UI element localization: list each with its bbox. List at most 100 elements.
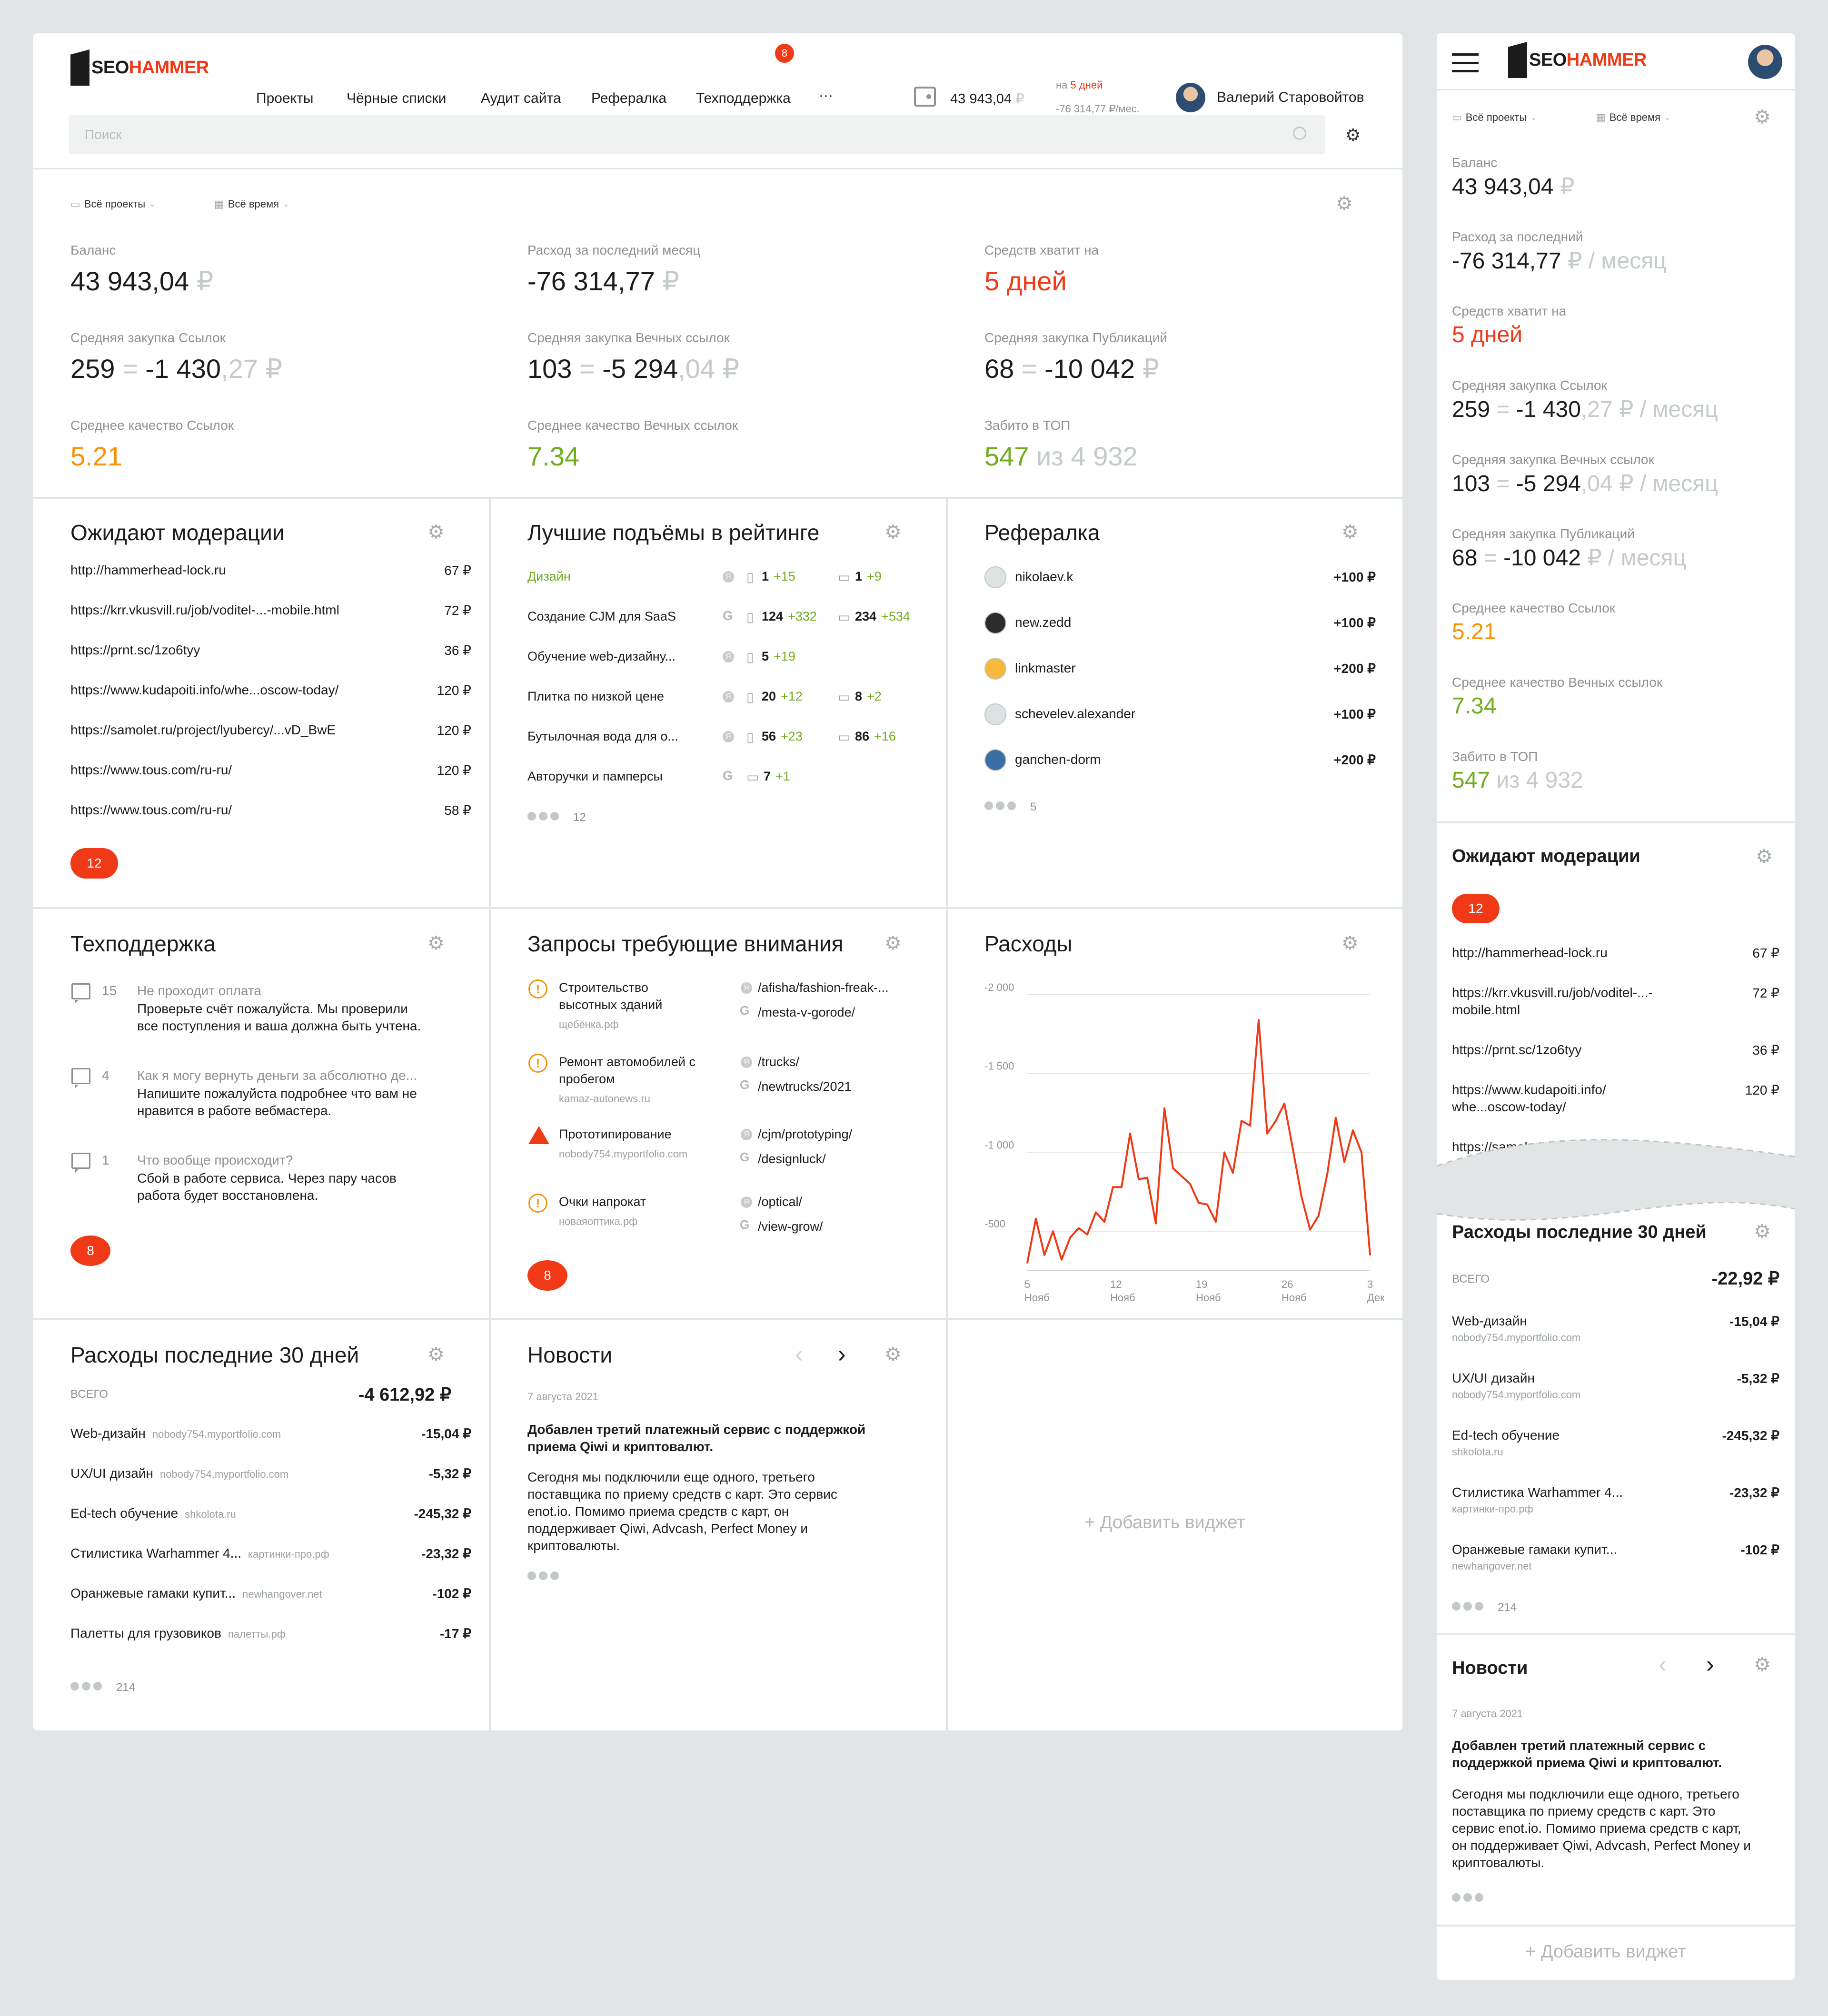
rating-settings-icon[interactable]: ⚙ [884,522,902,543]
query-yandex-url[interactable]: /afisha/fashion-freak-... [758,980,889,995]
m-expense-name[interactable]: Ed-tech обучение [1452,1428,1560,1443]
search-input[interactable] [69,115,1325,154]
moderation-url[interactable]: https://www.kudapoiti.info/whe...oscow-t… [70,682,339,697]
nav-blacklists[interactable]: Чёрные списки [347,90,447,106]
query-name[interactable]: Прототипирование [559,1127,672,1141]
support-count-pill[interactable]: 8 [70,1235,110,1266]
mobile-user-avatar[interactable] [1748,45,1782,79]
projects-filter[interactable]: ▭ Всё проекты ⌄ [70,198,156,210]
ticket-subject[interactable]: Как я могу вернуть деньги за абсолютно д… [137,1068,417,1083]
query-yandex-url[interactable]: /optical/ [758,1195,803,1209]
moderation-url[interactable]: https://www.tous.com/ru-ru/ [70,802,232,817]
mobile-logo[interactable]: SEOHAMMER [1508,42,1647,78]
m-moderation-url[interactable]: https://krr.vkusvill.ru/job/voditel-...- [1452,985,1653,1000]
queries-settings-icon[interactable]: ⚙ [884,933,902,954]
rating-query[interactable]: Обучение web-дизайну... [527,649,676,663]
m-news-settings-icon[interactable]: ⚙ [1754,1654,1771,1675]
query-yandex-url[interactable]: /trucks/ [758,1055,800,1069]
m-news-headline[interactable]: Добавлен третий платежный сервис с поддер… [1452,1738,1722,1770]
mobile-time-filter[interactable]: ▦ Всё время ⌄ [1596,111,1671,123]
queries-count-pill[interactable]: 8 [527,1260,567,1291]
news-next-icon[interactable]: › [838,1341,846,1367]
moderation-url[interactable]: https://samolet.ru/project/lyubercy/...v… [70,722,336,737]
news-headline[interactable]: Добавлен третий платежный сервис с подде… [527,1422,866,1454]
m-moderation-url[interactable]: https://prnt.sc/1zo6tyy [1452,1042,1582,1057]
expense-item[interactable]: Web-дизайн nobody754.myportfolio.com [70,1426,281,1441]
hamburger-menu-icon[interactable] [1452,53,1479,72]
m-expense-name[interactable]: Оранжевые гамаки купит... [1452,1542,1618,1557]
nav-support[interactable]: Техподдержка [696,90,791,106]
expenses30-more-dots[interactable] [70,1682,102,1690]
m-expense-name[interactable]: Web-дизайн [1452,1314,1527,1328]
mobile-projects-filter[interactable]: ▭ Всё проекты ⌄ [1452,111,1537,123]
query-name[interactable]: Очки напрокат [559,1195,646,1209]
query-name[interactable]: Строительство [559,980,648,995]
rating-more-dots[interactable] [527,812,559,820]
time-filter[interactable]: ▦ Всё время ⌄ [214,198,289,210]
m-expenses30-more-dots[interactable] [1452,1602,1483,1611]
rating-query[interactable]: Бутылочная вода для о... [527,729,678,743]
news-more-dots[interactable] [527,1571,559,1580]
referral-name[interactable]: ganchen-dorm [1015,752,1101,767]
support-settings-icon[interactable]: ⚙ [427,933,445,954]
chart-settings-icon[interactable]: ⚙ [1341,933,1359,954]
referral-name[interactable]: new.zedd [1015,615,1072,630]
moderation-url[interactable]: http://hammerhead-lock.ru [70,563,226,577]
moderation-count-pill[interactable]: 12 [70,848,118,879]
expense-item[interactable]: Ed-tech обучение shkolota.ru [70,1506,236,1521]
header-balance[interactable]: 43 943,04 ₽ [950,91,1024,107]
query-google-url[interactable]: /view-grow/ [758,1219,823,1234]
m-news-more-dots[interactable] [1452,1893,1483,1902]
m-avg-links-label: Средняя закупка Ссылок [1452,378,1607,393]
m-expense-name[interactable]: Стилистика Warhammer 4... [1452,1485,1623,1500]
m-moderation-url[interactable]: http://hammerhead-lock.ru [1452,945,1608,960]
moderation-url[interactable]: https://krr.vkusvill.ru/job/voditel-...-… [70,603,339,617]
rating-query[interactable]: Плитка по низкой цене [527,689,664,703]
m-expenses30-settings-icon[interactable]: ⚙ [1754,1221,1771,1242]
nav-audit[interactable]: Аудит сайта [481,90,561,106]
expense-item[interactable]: Стилистика Warhammer 4... картинки-про.рф [70,1546,329,1561]
moderation-url[interactable]: https://www.tous.com/ru-ru/ [70,762,232,777]
expense-item[interactable]: UX/UI дизайн nobody754.myportfolio.com [70,1466,289,1481]
user-name[interactable]: Валерий Старовойтов [1217,89,1364,105]
m-expense-name[interactable]: UX/UI дизайн [1452,1371,1535,1385]
mobile-stats-settings-icon[interactable]: ⚙ [1754,107,1771,128]
referral-name[interactable]: nikolaev.k [1015,569,1073,584]
rating-query[interactable]: Создание CJM для SaaS [527,609,676,623]
ticket-subject[interactable]: Что вообще происходит? [137,1153,293,1167]
expenses30-settings-icon[interactable]: ⚙ [427,1344,445,1365]
moderation-settings-icon[interactable]: ⚙ [427,522,445,543]
search-icon[interactable] [1293,127,1306,140]
query-yandex-url[interactable]: /cjm/prototyping/ [758,1127,853,1141]
m-moderation-url[interactable]: https://www.kudapoiti.info/ [1452,1082,1606,1097]
settings-gear-icon[interactable]: ⚙ [1345,125,1361,145]
rating-query[interactable]: Авторучки и памперсы [527,769,663,783]
moderation-url[interactable]: https://prnt.sc/1zo6tyy [70,642,200,657]
logo[interactable]: SEOHAMMER [70,49,209,86]
news-settings-icon[interactable]: ⚙ [884,1344,902,1365]
news-prev-icon[interactable]: ‹ [795,1341,803,1367]
rating-query[interactable]: Дизайн [527,569,571,583]
query-google-url[interactable]: /mesta-v-gorode/ [758,1005,855,1019]
query-google-url[interactable]: /designluck/ [758,1152,826,1166]
stats-settings-icon[interactable]: ⚙ [1336,193,1353,214]
m-news-prev-icon[interactable]: ‹ [1659,1651,1667,1678]
query-google-url[interactable]: /newtrucks/2021 [758,1079,852,1094]
referral-more-dots[interactable] [984,801,1016,810]
query-name[interactable]: Ремонт автомобилей с [559,1055,696,1069]
m-moderation-count-pill[interactable]: 12 [1452,894,1500,923]
referral-name[interactable]: schevelev.alexander [1015,706,1136,721]
referral-settings-icon[interactable]: ⚙ [1341,522,1359,543]
user-avatar[interactable] [1176,83,1205,112]
referral-name[interactable]: linkmaster [1015,661,1076,675]
ticket-subject[interactable]: Не проходит оплата [137,983,261,998]
nav-referral[interactable]: Рефералка [591,90,667,106]
m-news-next-icon[interactable]: › [1706,1651,1714,1678]
m-moderation-settings-icon[interactable]: ⚙ [1756,846,1773,867]
m-add-widget-button[interactable]: + Добавить виджет [1525,1942,1686,1962]
add-widget-button[interactable]: + Добавить виджет [1084,1512,1245,1532]
nav-more-button[interactable]: ··· [819,88,833,103]
expense-item[interactable]: Палетты для грузовиков палетты.рф [70,1626,286,1640]
nav-projects[interactable]: Проекты [256,90,314,106]
expense-item[interactable]: Оранжевые гамаки купит... newhangover.net [70,1586,322,1601]
